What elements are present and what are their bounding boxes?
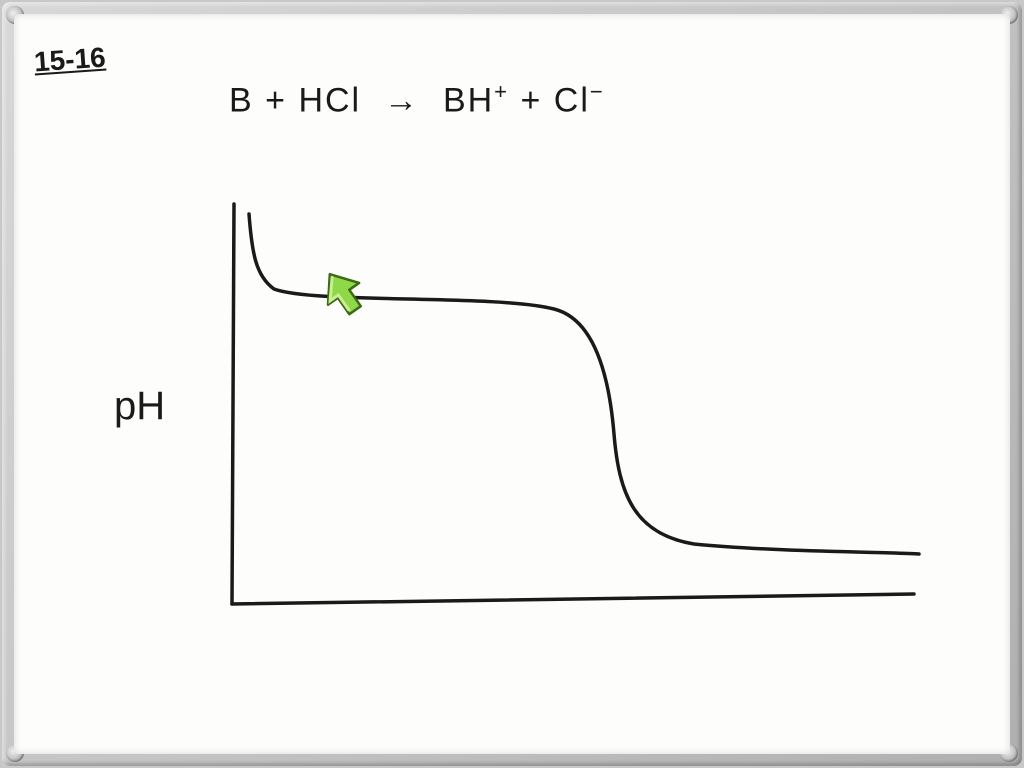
product-1-charge: + xyxy=(494,79,509,104)
plus-1: + xyxy=(265,81,287,119)
whiteboard-frame: 15-16 B + HCl → BH+ + Cl− pH xyxy=(2,2,1022,766)
y-axis-line xyxy=(232,204,234,604)
product-2-base: Cl xyxy=(554,81,590,119)
x-axis-line xyxy=(232,594,914,604)
reaction-arrow: → xyxy=(384,81,420,119)
reactant-1: B xyxy=(229,81,254,119)
whiteboard-surface[interactable]: 15-16 B + HCl → BH+ + Cl− pH xyxy=(14,14,1010,754)
chemical-equation: B + HCl → BH+ + Cl− xyxy=(229,79,605,120)
cursor-arrow-icon xyxy=(314,264,372,322)
product-1-base: BH xyxy=(443,81,494,119)
titration-graph xyxy=(194,194,934,634)
product-2-charge: − xyxy=(590,79,605,104)
page-number-label: 15-16 xyxy=(33,42,107,79)
y-axis-label: pH xyxy=(114,384,165,429)
plus-2: + xyxy=(520,81,542,119)
reactant-2: HCl xyxy=(298,81,361,119)
cursor-arrow-shape xyxy=(314,264,370,321)
